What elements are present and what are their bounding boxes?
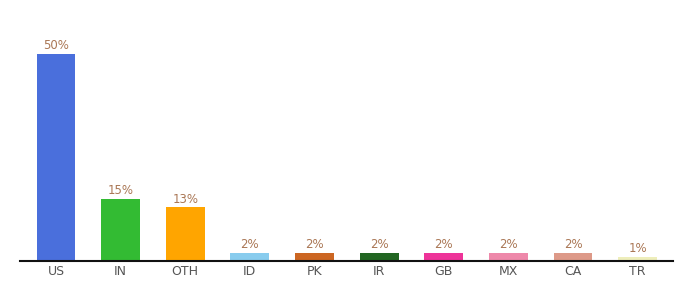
Text: 15%: 15% <box>107 184 133 197</box>
Bar <box>166 207 205 261</box>
Text: 2%: 2% <box>370 238 388 251</box>
Bar <box>360 253 398 261</box>
Text: 1%: 1% <box>628 242 647 255</box>
Bar <box>295 253 334 261</box>
Text: 2%: 2% <box>564 238 582 251</box>
Text: 50%: 50% <box>43 39 69 52</box>
Bar <box>424 253 463 261</box>
Bar <box>618 257 657 261</box>
Text: 2%: 2% <box>499 238 517 251</box>
Text: 2%: 2% <box>305 238 324 251</box>
Text: 13%: 13% <box>172 193 198 206</box>
Bar <box>489 253 528 261</box>
Bar <box>231 253 269 261</box>
Bar <box>37 54 75 261</box>
Text: 2%: 2% <box>435 238 453 251</box>
Bar <box>554 253 592 261</box>
Bar <box>101 199 140 261</box>
Text: 2%: 2% <box>241 238 259 251</box>
